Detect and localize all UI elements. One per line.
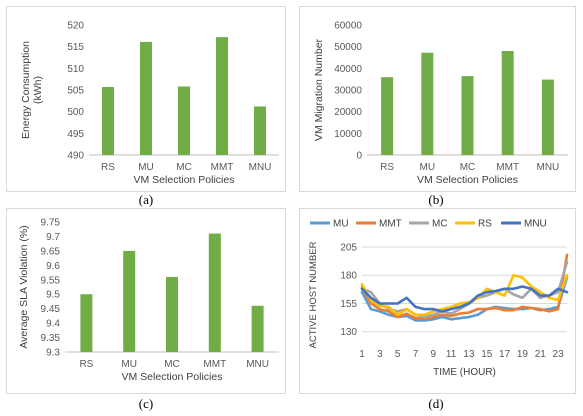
- y-tick-label: 180: [340, 271, 357, 282]
- x-tick-label: MMT: [496, 162, 519, 173]
- x-tick-label: 1: [359, 349, 365, 360]
- x-tick-label: MNU: [246, 359, 269, 370]
- legend-label: MU: [333, 219, 349, 230]
- vm-migration-chart: 0 10000 20000 30000 40000 50000 60000 RS MU MC MMT…: [313, 21, 568, 186]
- x-tick-label: MU: [138, 162, 154, 173]
- sla-violation-chart: 9.3 9.35 9.4 9.45 9.5 9.55 9.6 9.65 9.7 9.75 RS MU M…: [18, 218, 279, 383]
- bar-mnu: [251, 305, 264, 352]
- x-tick-label: 21: [535, 349, 547, 360]
- bar-mnu: [254, 106, 266, 155]
- chart-panel-c: 9.3 9.35 9.4 9.45 9.5 9.55 9.6 9.65 9.7 9.75 RS MU M…: [6, 208, 286, 394]
- bar-rs: [381, 77, 394, 155]
- y-tick-label: 9.5: [46, 290, 60, 301]
- y-tick-label: 9.35: [41, 333, 61, 344]
- x-axis-title: VM Selection Policies: [417, 174, 518, 186]
- y-axis-title: Energy Consumption: [20, 41, 32, 139]
- y-tick-label: 20000: [334, 107, 362, 118]
- x-tick-label: MNU: [249, 162, 272, 173]
- series-line-rs: [360, 273, 569, 317]
- x-tick-label: RS: [380, 162, 394, 173]
- bar-mu: [123, 250, 136, 352]
- x-tick-label: 7: [413, 349, 419, 360]
- y-tick-label: 505: [67, 86, 84, 97]
- y-tick-label: 60000: [334, 21, 362, 32]
- caption-d: (d): [428, 396, 444, 411]
- x-tick-label: 19: [517, 349, 529, 360]
- y-tick-label: 9.3: [46, 348, 60, 359]
- y-tick-label: 40000: [334, 64, 362, 75]
- y-axis-title: VM Migration Number: [313, 38, 325, 141]
- x-tick-label: RS: [101, 162, 115, 173]
- energy-consumption-chart: 490 495 500 505 510 515 520 RS MU MC MMT MNU VM Sele…: [20, 21, 279, 186]
- x-tick-label: 11: [446, 349, 457, 360]
- x-tick-label: 23: [553, 349, 565, 360]
- bar-mc: [178, 86, 190, 155]
- bar-mc: [461, 76, 474, 155]
- bar-mmt: [208, 233, 221, 352]
- y-axis-title: (kWh): [32, 76, 44, 104]
- y-tick-label: 510: [67, 64, 84, 75]
- y-tick-label: 515: [67, 42, 84, 53]
- y-tick-label: 50000: [334, 42, 362, 53]
- y-tick-label: 9.6: [46, 261, 60, 272]
- y-tick-label: 130: [340, 327, 357, 338]
- bar-mc: [166, 276, 178, 352]
- x-tick-label: 15: [481, 349, 493, 360]
- chart-panel-d: 130 155 180 205 1 3 5 7 9 11 13 15 17 19 21 23 MU MMT MC RS…: [299, 208, 576, 394]
- caption-a: (a): [138, 192, 154, 207]
- bar-mu: [421, 52, 434, 155]
- x-axis-title: VM Selection Policies: [122, 371, 223, 383]
- x-tick-label: MC: [176, 162, 192, 173]
- x-tick-label: MNU: [537, 162, 560, 173]
- x-tick-label: MMT: [203, 359, 226, 370]
- y-tick-label: 9.65: [41, 246, 61, 257]
- y-tick-label: 9.55: [41, 275, 61, 286]
- x-tick-label: MC: [164, 359, 180, 370]
- bar-mmt: [216, 37, 228, 155]
- chart-panel-b: 0 10000 20000 30000 40000 50000 60000 RS MU MC MMT…: [299, 6, 576, 192]
- y-tick-label: 9.7: [46, 232, 60, 243]
- y-tick-label: 0: [356, 151, 362, 162]
- y-tick-label: 10000: [334, 129, 362, 140]
- caption-c: (c): [138, 396, 154, 411]
- y-tick-label: 495: [67, 129, 84, 140]
- series-line-mnu: [360, 285, 569, 313]
- bar-rs: [80, 294, 93, 352]
- y-axis-title: Average SLA Violation (%): [18, 225, 30, 348]
- y-tick-label: 205: [340, 243, 357, 254]
- x-tick-label: MU: [420, 162, 436, 173]
- x-tick-label: MU: [121, 359, 137, 370]
- series-line-mmt: [360, 253, 569, 320]
- y-tick-label: 490: [67, 151, 84, 162]
- bar-mmt: [501, 51, 514, 155]
- y-tick-label: 9.45: [41, 304, 61, 315]
- bar-mu: [140, 41, 152, 155]
- y-axis-title: ACTIVE HOST NUMBER: [308, 241, 319, 348]
- legend-label: MC: [432, 219, 448, 230]
- y-tick-label: 155: [340, 299, 357, 310]
- y-tick-label: 9.4: [46, 319, 60, 330]
- y-tick-label: 9.75: [41, 218, 61, 229]
- y-tick-label: 500: [67, 107, 84, 118]
- bar-mnu: [541, 79, 554, 155]
- bar-rs: [102, 86, 114, 155]
- x-tick-label: MMT: [211, 162, 234, 173]
- legend-label: MNU: [524, 219, 547, 230]
- x-tick-label: 5: [395, 349, 401, 360]
- x-axis-title: TIME (HOUR): [433, 367, 496, 378]
- x-tick-label: 9: [431, 349, 437, 360]
- y-tick-label: 520: [67, 21, 84, 32]
- caption-b: (b): [428, 192, 444, 207]
- x-tick-label: RS: [79, 359, 93, 370]
- y-tick-label: 30000: [334, 86, 362, 97]
- x-tick-label: MC: [460, 162, 476, 173]
- chart-panel-a: 490 495 500 505 510 515 520 RS MU MC MMT MNU VM Sele…: [6, 6, 286, 192]
- legend-label: RS: [478, 219, 492, 230]
- x-tick-label: 13: [463, 349, 475, 360]
- x-tick-label: 17: [499, 349, 511, 360]
- legend-label: MMT: [379, 219, 402, 230]
- x-axis-title: VM Selection Policies: [134, 174, 235, 186]
- x-tick-label: 3: [377, 349, 383, 360]
